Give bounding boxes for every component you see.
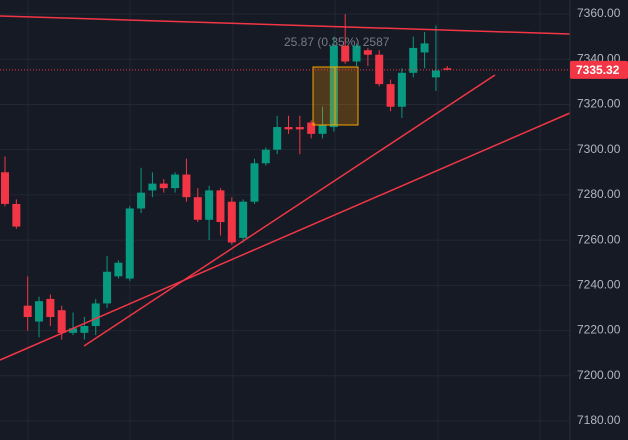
candle-body — [23, 305, 32, 317]
candle-body — [159, 183, 168, 189]
candle-body — [318, 124, 327, 134]
candle-body — [1, 172, 9, 204]
candle-body — [80, 326, 89, 333]
candle-body — [295, 127, 304, 130]
candle-body — [409, 47, 418, 73]
candle-body — [420, 43, 429, 53]
candle-body — [443, 68, 452, 70]
candle-body — [250, 163, 259, 202]
y-tick-label: 7280.00 — [577, 187, 621, 201]
candle-body — [148, 183, 157, 191]
candle-body — [239, 201, 248, 238]
candle-body — [307, 122, 316, 134]
candle-body — [114, 262, 123, 277]
y-tick-label: 7240.00 — [577, 278, 621, 292]
trend-line — [0, 112, 571, 361]
measure-label: 25.87 (0.35%) 2587 — [284, 35, 390, 49]
candle-body — [284, 127, 293, 130]
candle-body — [137, 192, 146, 209]
y-tick-label: 7320.00 — [577, 97, 621, 111]
trend-line — [0, 15, 571, 35]
candle-body — [329, 45, 338, 128]
candle-body — [341, 45, 350, 62]
y-tick-label: 7180.00 — [577, 413, 621, 427]
y-tick-label: 7360.00 — [577, 6, 621, 20]
candle-body — [91, 303, 100, 327]
y-tick-label: 7260.00 — [577, 232, 621, 246]
candle-body — [205, 190, 214, 220]
y-tick-label: 7300.00 — [577, 142, 621, 156]
candle-body — [171, 174, 180, 189]
candle-body — [125, 208, 134, 279]
trend-line — [83, 74, 496, 347]
y-tick-label: 7220.00 — [577, 323, 621, 337]
candle-body — [69, 328, 78, 333]
candle-body — [12, 203, 21, 227]
candle-body — [261, 149, 270, 164]
candle-body — [227, 201, 236, 243]
candle-body — [431, 70, 440, 78]
candle-body — [35, 301, 44, 322]
candle-body — [193, 197, 202, 220]
grid — [0, 0, 570, 440]
y-tick-label: 7200.00 — [577, 368, 621, 382]
candle-body — [216, 190, 225, 223]
candle-body — [363, 50, 372, 55]
candle-body — [397, 72, 406, 107]
last-price-label: 7335.32 — [576, 63, 620, 77]
candles — [1, 14, 452, 340]
candle-body — [386, 84, 395, 107]
last-price-box — [570, 60, 628, 79]
candle-body — [375, 54, 384, 85]
candle-body — [182, 174, 191, 198]
candle-body — [46, 298, 55, 317]
candle-body — [352, 45, 361, 62]
candle-body — [273, 127, 282, 150]
candle-body — [57, 310, 66, 333]
candle-body — [103, 271, 112, 304]
